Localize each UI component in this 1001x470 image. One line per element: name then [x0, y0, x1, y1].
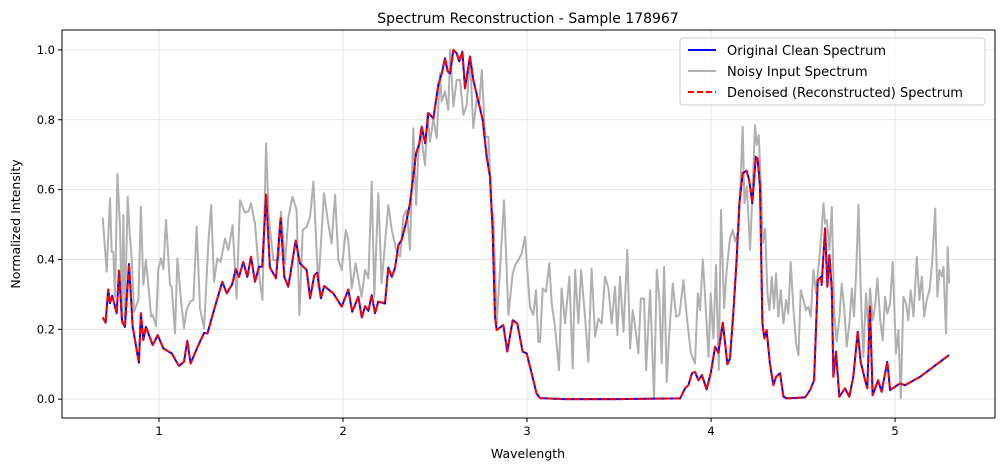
y-tick-label: 0.0	[37, 392, 55, 406]
y-tick-label: 0.4	[37, 252, 55, 266]
x-tick-label: 1	[155, 424, 162, 438]
x-tick-label: 3	[523, 424, 530, 438]
x-tick-label: 2	[339, 424, 346, 438]
x-tick-label: 4	[707, 424, 714, 438]
series-layer	[101, 48, 951, 401]
x-axis-label: Wavelength	[491, 446, 565, 461]
ticks: 1 2 3 4 5 0.0 0.2 0.4 0.6 0.8 1.0	[37, 43, 899, 438]
y-tick-label: 0.2	[37, 322, 55, 336]
legend-label-clean: Original Clean Spectrum	[727, 44, 886, 59]
y-tick-label: 0.8	[37, 113, 55, 127]
series-line-noisy	[101, 48, 951, 400]
y-axis-label: Normalized Intensity	[8, 159, 23, 289]
legend: Original Clean Spectrum Noisy Input Spec…	[679, 37, 986, 106]
plot-frame	[61, 29, 996, 419]
series-line-denoised	[101, 48, 950, 401]
legend-label-noisy: Noisy Input Spectrum	[727, 65, 868, 80]
legend-box	[679, 37, 986, 106]
y-tick-label: 0.6	[37, 183, 55, 197]
legend-label-denoised: Denoised (Reconstructed) Spectrum	[727, 86, 963, 101]
y-tick-label: 1.0	[37, 43, 55, 57]
x-tick-label: 5	[891, 424, 898, 438]
chart-title: Spectrum Reconstruction - Sample 178967	[377, 11, 678, 27]
